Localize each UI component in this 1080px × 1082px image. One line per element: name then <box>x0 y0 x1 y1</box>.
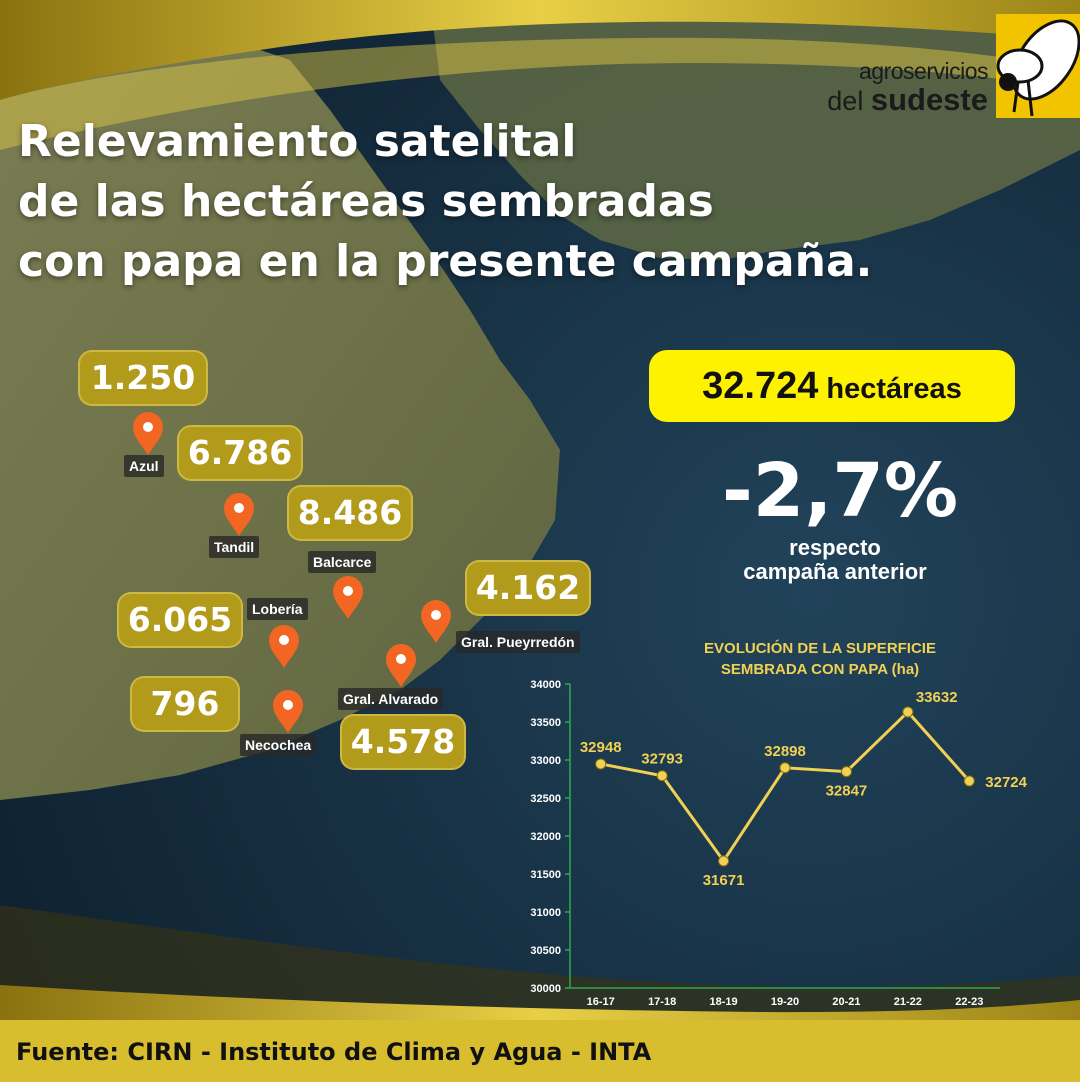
x-tick-label: 18-19 <box>710 996 738 1008</box>
location-pin-icon <box>333 576 363 619</box>
value-badge-gral-pueyrredon: 4.162 <box>465 560 591 616</box>
data-label: 32847 <box>826 783 868 800</box>
footer-band <box>0 1020 1080 1082</box>
data-point <box>963 775 975 787</box>
city-label-gral-pueyrredon: Gral. Pueyrredón <box>456 631 580 653</box>
page-title: Relevamiento satelital de las hectáreas … <box>18 112 872 292</box>
data-label: 32724 <box>985 774 1027 791</box>
value-badge-loberia: 6.065 <box>117 592 243 648</box>
x-tick-label: 20-21 <box>832 996 860 1008</box>
data-label: 31671 <box>703 872 745 889</box>
city-label-azul: Azul <box>124 455 164 477</box>
bee-logo-icon <box>996 14 1080 118</box>
percent-change: -2,7% <box>722 448 958 534</box>
x-tick-label: 17-18 <box>648 996 676 1008</box>
brand-name-del: del <box>827 86 864 116</box>
chart-title-line2: SEMBRADA CON PAPA (ha) <box>720 661 920 678</box>
data-point <box>656 770 668 782</box>
data-point <box>779 762 791 774</box>
data-point <box>595 758 607 770</box>
chart-title: EVOLUCIÓN DE LA SUPERFICIE SEMBRADA CON … <box>640 638 1000 680</box>
total-hectares-unit: hectáreas <box>826 373 962 405</box>
location-pin-icon <box>273 690 303 733</box>
top-gold-band <box>0 0 1080 100</box>
data-point <box>902 706 914 718</box>
city-label-necochea: Necochea <box>240 734 317 756</box>
percent-change-note: respecto campaña anterior <box>690 536 980 584</box>
location-pin-icon <box>269 625 299 668</box>
value-badge-tandil: 6.786 <box>177 425 303 481</box>
brand-name-line2: del sudeste <box>827 82 988 118</box>
y-tick-label: 33500 <box>530 717 561 729</box>
total-hectares-badge: 32.724 hectáreas <box>649 350 1015 422</box>
location-pin-icon <box>386 644 416 687</box>
percent-change-note-line1: respecto <box>789 535 881 560</box>
y-tick-label: 31000 <box>530 907 561 919</box>
y-tick-label: 30000 <box>530 983 561 995</box>
location-pin-icon <box>421 600 451 643</box>
x-tick-label: 21-22 <box>894 996 922 1008</box>
x-tick-label: 22-23 <box>955 996 983 1008</box>
data-label: 32948 <box>580 739 622 756</box>
y-tick-label: 30500 <box>530 945 561 957</box>
city-label-balcarce: Balcarce <box>308 551 377 573</box>
percent-change-note-line2: campaña anterior <box>743 559 927 584</box>
y-tick-label: 31500 <box>530 869 561 881</box>
title-line-1: Relevamiento satelital <box>18 116 577 167</box>
brand-name-sudeste: sudeste <box>870 82 988 117</box>
city-label-gral-alvarado: Gral. Alvarado <box>338 688 444 710</box>
value-badge-necochea: 796 <box>130 676 240 732</box>
brand-logo: agroservicios del sudeste <box>790 0 1080 130</box>
data-label: 33632 <box>916 689 958 706</box>
total-hectares-value: 32.724 <box>702 365 819 407</box>
data-point <box>840 766 852 778</box>
data-label: 32793 <box>641 751 683 768</box>
data-point <box>718 855 730 867</box>
title-line-2: de las hectáreas sembradas <box>18 176 714 227</box>
y-tick-label: 33000 <box>530 755 561 767</box>
location-pin-icon <box>224 493 254 536</box>
top-gold-swoosh <box>0 37 1080 150</box>
title-line-3: con papa en la presente campaña. <box>18 236 873 287</box>
value-badge-azul: 1.250 <box>78 350 208 406</box>
value-badge-balcarce: 8.486 <box>287 485 413 541</box>
y-tick-label: 32500 <box>530 793 561 805</box>
y-tick-label: 34000 <box>530 679 561 691</box>
location-pin-icon <box>133 412 163 455</box>
y-tick-label: 32000 <box>530 831 561 843</box>
brand-name-line1: agroservicios <box>859 58 989 84</box>
x-tick-label: 19-20 <box>771 996 799 1008</box>
value-badge-gral-alvarado: 4.578 <box>340 714 466 770</box>
series-line <box>600 709 971 864</box>
north-landmass <box>430 0 1080 260</box>
chart-title-line1: EVOLUCIÓN DE LA SUPERFICIE <box>704 640 936 657</box>
city-label-tandil: Tandil <box>209 536 260 558</box>
data-label: 32898 <box>764 743 806 760</box>
city-label-loberia: Lobería <box>247 598 308 620</box>
source-footer: Fuente: CIRN - Instituto de Clima y Agua… <box>16 1038 652 1066</box>
x-tick-label: 16-17 <box>587 996 615 1008</box>
